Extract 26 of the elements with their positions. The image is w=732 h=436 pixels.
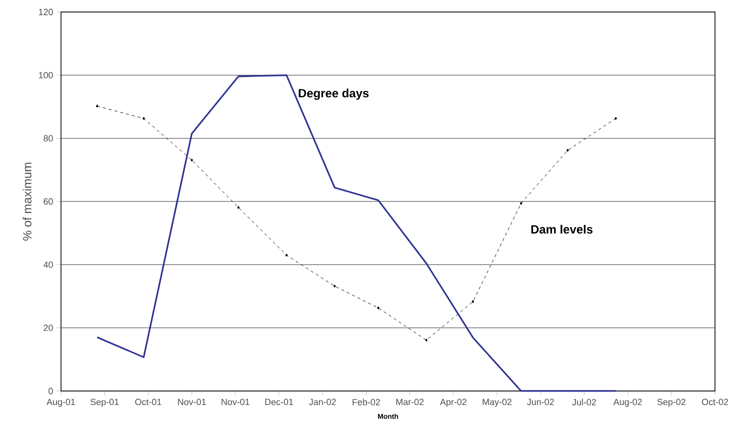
y-tick-label: 100 [38,72,53,78]
x-tick-label: Jul-02 [572,398,596,406]
x-tick-label: Mar-02 [396,398,424,406]
x-tick-label: Oct-02 [702,398,728,406]
x-tick-label: Sep-02 [657,398,686,407]
x-tick-label: Apr-02 [440,398,466,407]
series-label: Dam levels [531,224,593,234]
x-tick-label: Jun-02 [527,398,554,406]
series-label: Degree days [298,88,369,100]
x-tick-label: Dec-01 [265,398,294,406]
y-tick-label: 20 [44,324,53,331]
y-tick-label: 40 [43,261,53,268]
x-tick-label: Feb-02 [352,398,380,406]
y-tick-label: 60 [44,198,53,205]
x-tick-label: Nov-01 [178,398,206,406]
x-tick-label: May-02 [482,398,512,407]
x-tick-label: Aug-01 [46,398,76,407]
x-tick-label: Oct-01 [135,398,162,406]
x-tick-label: Nov-01 [222,398,250,406]
y-axis-title: % of maximum [22,162,32,241]
x-tick-label: Jan-02 [309,398,336,406]
x-tick-label: Aug-02 [613,398,642,407]
y-tick-label: 80 [44,135,53,142]
x-tick-label: Sep-01 [90,398,119,407]
y-tick-label: 120 [38,8,53,16]
y-tick-label: 0 [48,388,53,394]
